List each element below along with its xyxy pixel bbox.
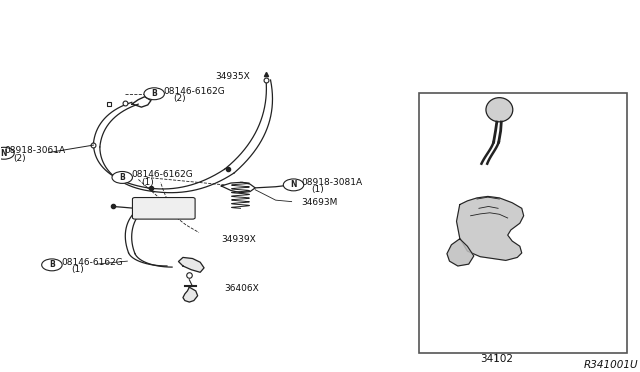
FancyBboxPatch shape — [132, 198, 195, 219]
Text: 08146-6162G: 08146-6162G — [61, 258, 124, 267]
Text: 34102: 34102 — [479, 354, 513, 364]
Text: 08918-3081A: 08918-3081A — [301, 178, 362, 187]
Text: (1): (1) — [141, 178, 154, 187]
Polygon shape — [183, 287, 198, 302]
Text: 34693M: 34693M — [301, 198, 337, 207]
Polygon shape — [447, 239, 474, 266]
Text: (1): (1) — [71, 265, 84, 274]
Circle shape — [112, 171, 132, 183]
Text: (2): (2) — [13, 154, 26, 163]
Text: N: N — [291, 180, 297, 189]
Text: B: B — [151, 89, 157, 98]
Text: 34935X: 34935X — [215, 72, 250, 81]
Text: 08918-3061A: 08918-3061A — [4, 146, 65, 155]
Polygon shape — [179, 257, 204, 272]
Text: 36406X: 36406X — [225, 284, 259, 293]
Bar — [419, 93, 627, 353]
Text: 34939X: 34939X — [221, 235, 256, 244]
Text: 08146-6162G: 08146-6162G — [132, 170, 193, 179]
Polygon shape — [456, 196, 524, 260]
Text: N: N — [1, 149, 7, 158]
Circle shape — [42, 259, 62, 271]
Text: 08146-6162G: 08146-6162G — [164, 87, 225, 96]
Ellipse shape — [486, 98, 513, 122]
Text: R341001U: R341001U — [584, 360, 639, 370]
Circle shape — [284, 179, 304, 191]
Text: B: B — [49, 260, 55, 269]
Circle shape — [144, 88, 164, 100]
Text: (1): (1) — [311, 185, 324, 194]
Circle shape — [0, 147, 14, 159]
Text: (2): (2) — [173, 94, 186, 103]
Text: B: B — [119, 173, 125, 182]
